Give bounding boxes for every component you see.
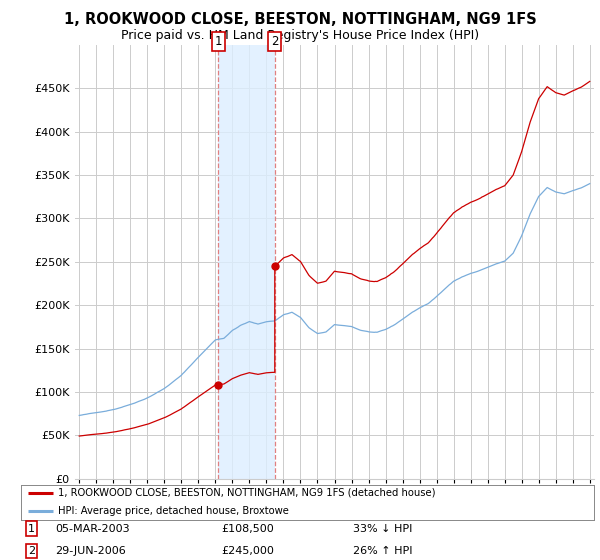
Text: 26% ↑ HPI: 26% ↑ HPI <box>353 546 413 556</box>
Text: £245,000: £245,000 <box>221 546 274 556</box>
Text: 29-JUN-2006: 29-JUN-2006 <box>55 546 126 556</box>
Text: 1: 1 <box>28 524 35 534</box>
Text: 2: 2 <box>271 35 278 48</box>
Text: 05-MAR-2003: 05-MAR-2003 <box>55 524 130 534</box>
Text: 2: 2 <box>28 546 35 556</box>
Text: HPI: Average price, detached house, Broxtowe: HPI: Average price, detached house, Brox… <box>58 506 289 516</box>
Text: 1, ROOKWOOD CLOSE, BEESTON, NOTTINGHAM, NG9 1FS (detached house): 1, ROOKWOOD CLOSE, BEESTON, NOTTINGHAM, … <box>58 488 436 498</box>
Text: Price paid vs. HM Land Registry's House Price Index (HPI): Price paid vs. HM Land Registry's House … <box>121 29 479 42</box>
Text: 1, ROOKWOOD CLOSE, BEESTON, NOTTINGHAM, NG9 1FS: 1, ROOKWOOD CLOSE, BEESTON, NOTTINGHAM, … <box>64 12 536 27</box>
Bar <box>218 45 275 479</box>
Text: 1: 1 <box>215 35 222 48</box>
Text: 33% ↓ HPI: 33% ↓ HPI <box>353 524 413 534</box>
Text: £108,500: £108,500 <box>221 524 274 534</box>
